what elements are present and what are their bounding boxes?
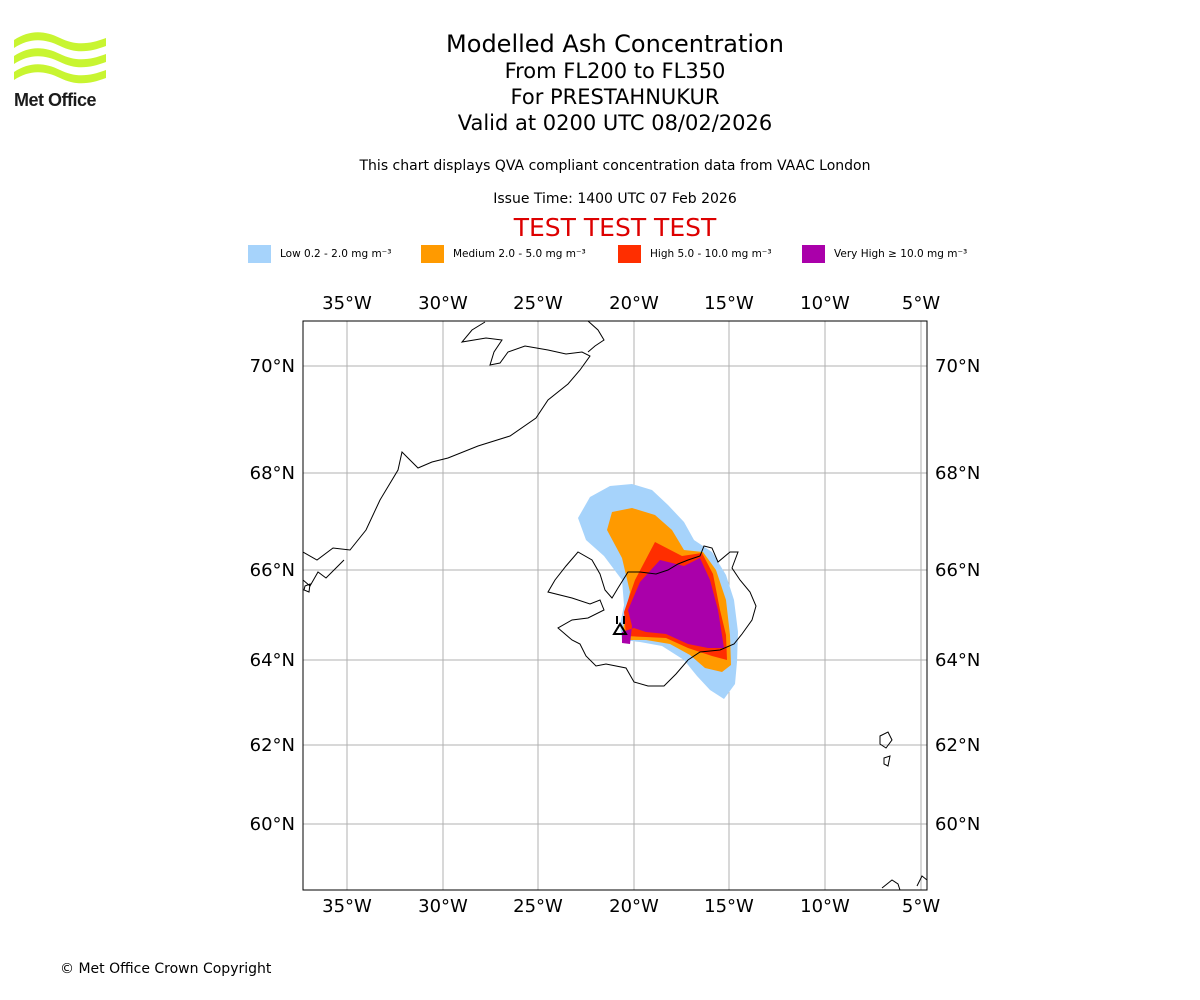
legend-label-medium: Medium 2.0 - 5.0 mg m⁻³ bbox=[453, 248, 586, 260]
lon-label-20w-top: 20°W bbox=[609, 293, 659, 314]
legend-swatch-low bbox=[248, 245, 271, 263]
lat-label-64n-left: 64°N bbox=[250, 650, 295, 671]
greenland-coast-north bbox=[587, 321, 605, 353]
ash-area-very-high bbox=[622, 558, 724, 648]
graticule bbox=[303, 321, 927, 890]
logo-wordmark: Met Office bbox=[14, 90, 97, 110]
map-frame bbox=[302, 320, 928, 891]
lat-label-66n-left: 66°N bbox=[250, 560, 295, 581]
flight-level-line: From FL200 to FL350 bbox=[504, 59, 726, 83]
greenland-island bbox=[303, 583, 311, 593]
lat-label-68n-left: 68°N bbox=[250, 463, 295, 484]
legend-item-high: High 5.0 - 10.0 mg m⁻³ bbox=[618, 244, 772, 264]
chart-title: Modelled Ash Concentration bbox=[446, 30, 784, 58]
longitude-labels-top: 35°W 30°W 25°W 20°W 15°W 10°W 5°W bbox=[322, 293, 940, 314]
wave-logo-icon bbox=[14, 32, 106, 84]
lat-label-66n-right: 66°N bbox=[935, 560, 980, 581]
legend-swatch-very-high bbox=[802, 245, 825, 263]
chart-title-block: Modelled Ash Concentration From FL200 to… bbox=[315, 30, 915, 136]
latitude-labels-right: 70°N 68°N 66°N 64°N 62°N 60°N bbox=[935, 356, 980, 835]
lon-label-5w-top: 5°W bbox=[902, 293, 940, 314]
legend-label-very-high: Very High ≥ 10.0 mg m⁻³ bbox=[834, 248, 968, 260]
scotland-coast bbox=[881, 879, 901, 890]
legend-label-low: Low 0.2 - 2.0 mg m⁻³ bbox=[280, 248, 392, 260]
lon-label-35w-bottom: 35°W bbox=[322, 896, 372, 917]
iceland-coast bbox=[547, 545, 757, 687]
lat-label-60n-left: 60°N bbox=[250, 814, 295, 835]
faroe-islands bbox=[879, 731, 893, 767]
lon-label-10w-bottom: 10°W bbox=[800, 896, 850, 917]
lon-label-30w-top: 30°W bbox=[418, 293, 468, 314]
lon-label-5w-bottom: 5°W bbox=[902, 896, 940, 917]
longitude-labels-bottom: 35°W 30°W 25°W 20°W 15°W 10°W 5°W bbox=[322, 896, 940, 917]
lat-label-64n-right: 64°N bbox=[935, 650, 980, 671]
legend-label-high: High 5.0 - 10.0 mg m⁻³ bbox=[650, 248, 772, 260]
lat-label-62n-right: 62°N bbox=[935, 735, 980, 756]
copyright-text: © Met Office Crown Copyright bbox=[60, 961, 272, 977]
lat-label-60n-right: 60°N bbox=[935, 814, 980, 835]
lon-label-25w-top: 25°W bbox=[513, 293, 563, 314]
legend-swatch-medium bbox=[421, 245, 444, 263]
lon-label-10w-top: 10°W bbox=[800, 293, 850, 314]
lon-label-15w-bottom: 15°W bbox=[704, 896, 754, 917]
description-text: This chart displays QVA compliant concen… bbox=[359, 158, 871, 174]
legend-item-very-high: Very High ≥ 10.0 mg m⁻³ bbox=[802, 244, 967, 264]
greenland-coast bbox=[303, 321, 591, 561]
greenland-coast-south bbox=[303, 559, 345, 587]
lon-label-25w-bottom: 25°W bbox=[513, 896, 563, 917]
lon-label-35w-top: 35°W bbox=[322, 293, 372, 314]
met-office-logo: Met Office bbox=[14, 30, 106, 112]
lat-label-68n-right: 68°N bbox=[935, 463, 980, 484]
lat-label-70n-right: 70°N bbox=[935, 356, 980, 377]
lon-label-20w-bottom: 20°W bbox=[609, 896, 659, 917]
lon-label-30w-bottom: 30°W bbox=[418, 896, 468, 917]
test-banner: TEST TEST TEST bbox=[513, 213, 717, 242]
legend-item-low: Low 0.2 - 2.0 mg m⁻³ bbox=[248, 244, 391, 264]
legend-swatch-high bbox=[618, 245, 641, 263]
shetland bbox=[916, 875, 927, 887]
lat-label-70n-left: 70°N bbox=[250, 356, 295, 377]
issue-time-text: Issue Time: 1400 UTC 07 Feb 2026 bbox=[493, 191, 737, 207]
coastlines bbox=[303, 321, 927, 890]
latitude-labels-left: 70°N 68°N 66°N 64°N 62°N 60°N bbox=[250, 356, 295, 835]
volcano-line: For PRESTAHNUKUR bbox=[510, 85, 720, 109]
legend-item-medium: Medium 2.0 - 5.0 mg m⁻³ bbox=[421, 244, 586, 264]
lat-label-62n-left: 62°N bbox=[250, 735, 295, 756]
lon-label-15w-top: 15°W bbox=[704, 293, 754, 314]
valid-time-line: Valid at 0200 UTC 08/02/2026 bbox=[457, 111, 773, 135]
volcano-marker-icon bbox=[612, 616, 628, 635]
